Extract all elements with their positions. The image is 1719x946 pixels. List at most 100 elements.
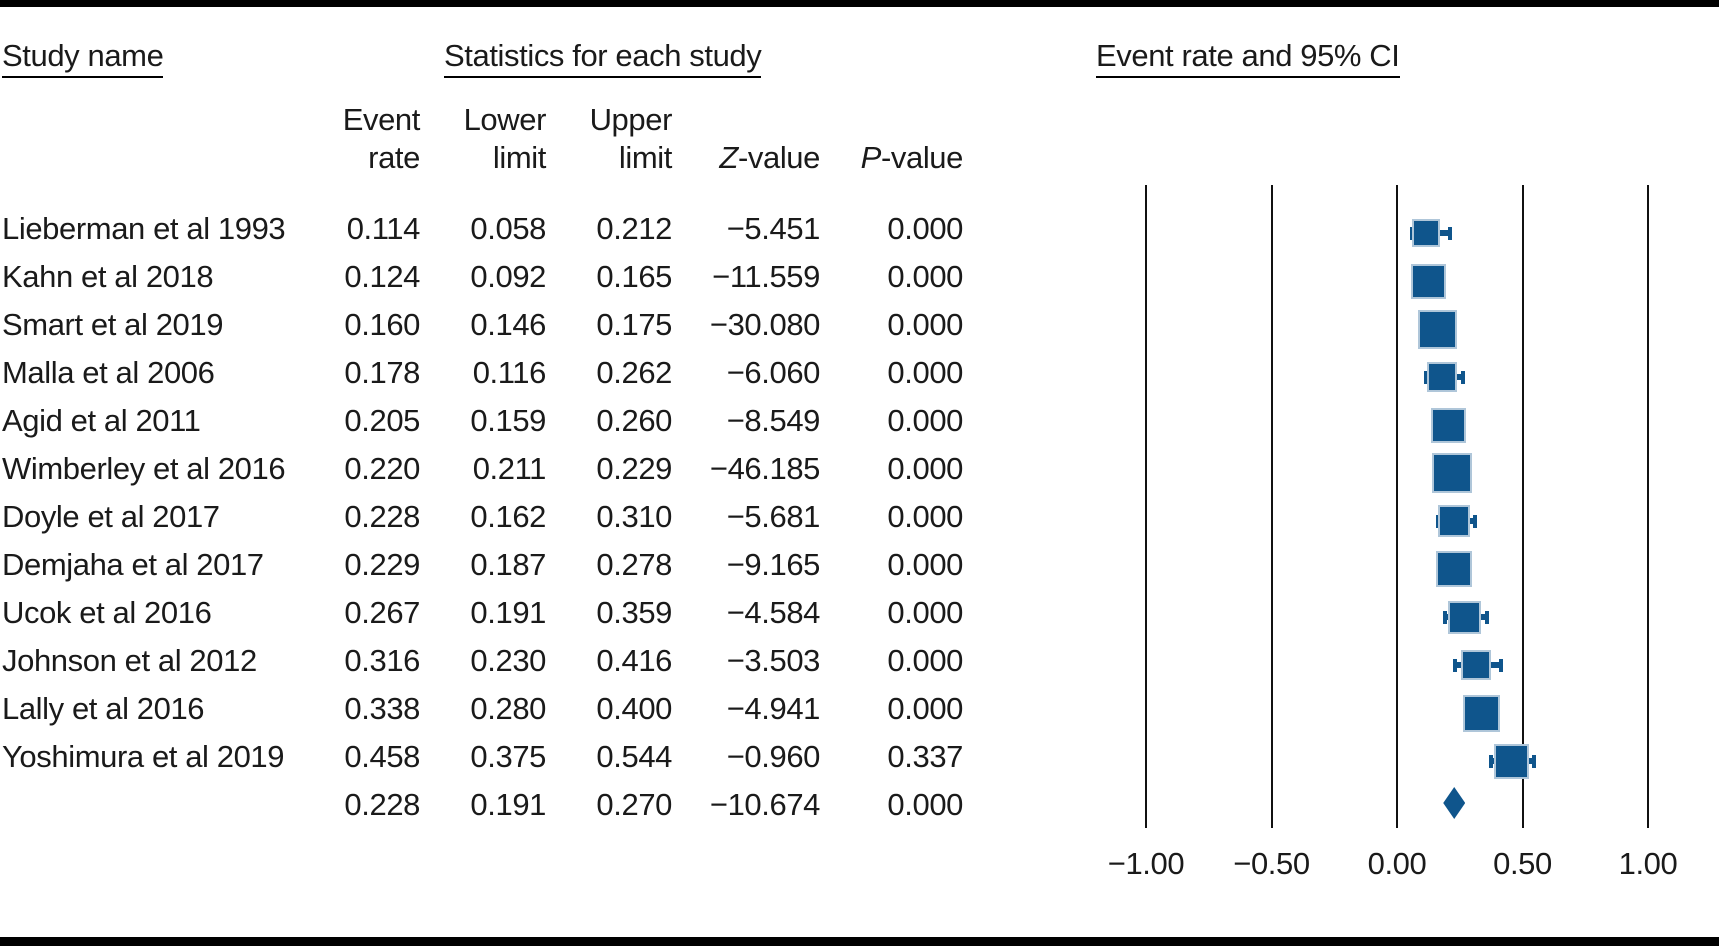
upper-limit-cell: 0.229 xyxy=(596,451,672,486)
stats-header: Statistics for each study xyxy=(444,38,762,78)
p-value-cell: 0.000 xyxy=(887,307,963,342)
upper-limit-cell: 0.400 xyxy=(596,691,672,726)
forest-square-marker xyxy=(1447,600,1481,634)
z-value-cell: −46.185 xyxy=(709,451,821,486)
forest-square-marker xyxy=(1463,694,1501,732)
p-value-cell: 0.000 xyxy=(887,451,963,486)
event-rate-cell: 0.338 xyxy=(344,691,420,726)
event-rate-cell: 0.178 xyxy=(344,355,420,390)
study-name-cell: Lieberman et al 1993 xyxy=(2,211,286,246)
ci-whisker-endcap xyxy=(1452,659,1457,672)
forest-square-marker xyxy=(1438,505,1471,537)
forest-square-marker xyxy=(1411,219,1440,247)
axis-tick-label: 1.00 xyxy=(1618,846,1678,881)
upper-limit-cell: 0.212 xyxy=(596,211,672,246)
study-name-header: Study name xyxy=(2,38,164,78)
top-rule xyxy=(0,0,1719,7)
study-name-cell: Wimberley et al 2016 xyxy=(2,451,286,486)
study-name-cell: Doyle et al 2017 xyxy=(2,499,220,534)
axis-tick-label: −1.00 xyxy=(1107,846,1185,881)
axis-gridline xyxy=(1647,185,1649,828)
z-value-cell: −4.941 xyxy=(726,691,821,726)
z-value-cell: −0.960 xyxy=(726,739,821,774)
z-value-cell: −5.451 xyxy=(726,211,821,246)
p-value-cell: 0.000 xyxy=(887,403,963,438)
upper-limit-cell: 0.359 xyxy=(596,595,672,630)
lower-limit-cell: 0.058 xyxy=(470,211,546,246)
lower-limit-cell: 0.191 xyxy=(470,787,546,822)
column-header-upper-limit-line1: Upper xyxy=(589,102,673,137)
plot-header: Event rate and 95% CI xyxy=(1096,38,1400,78)
z-value-cell: −10.674 xyxy=(709,787,821,822)
lower-limit-cell: 0.280 xyxy=(470,691,546,726)
lower-limit-cell: 0.159 xyxy=(470,403,546,438)
z-value-cell: −6.060 xyxy=(726,355,821,390)
forest-square-marker xyxy=(1410,263,1446,299)
ci-whisker-endcap xyxy=(1424,371,1429,384)
z-value-cell: −30.080 xyxy=(709,307,821,342)
ci-whisker-endcap xyxy=(1460,371,1465,384)
p-value-cell: 0.000 xyxy=(887,787,963,822)
column-header-event-rate-line2: rate xyxy=(368,140,420,175)
axis-gridline xyxy=(1396,185,1398,828)
column-header-upper-limit-line2: limit xyxy=(618,140,673,175)
column-header-p-value: P-value xyxy=(860,140,964,175)
study-name-cell: Malla et al 2006 xyxy=(2,355,215,390)
ci-whisker-endcap xyxy=(1499,659,1504,672)
event-rate-cell: 0.267 xyxy=(344,595,420,630)
z-value-cell: −3.503 xyxy=(726,643,821,678)
event-rate-cell: 0.124 xyxy=(344,259,420,294)
forest-square-marker xyxy=(1430,407,1466,443)
p-value-cell: 0.000 xyxy=(887,499,963,534)
p-value-cell: 0.000 xyxy=(887,643,963,678)
p-value-cell: 0.000 xyxy=(887,691,963,726)
event-rate-cell: 0.458 xyxy=(344,739,420,774)
upper-limit-cell: 0.175 xyxy=(596,307,672,342)
lower-limit-cell: 0.211 xyxy=(472,451,547,486)
column-header-event-rate-line1: Event xyxy=(342,102,421,137)
p-value-cell: 0.337 xyxy=(887,739,963,774)
z-value-cell: −8.549 xyxy=(726,403,821,438)
lower-limit-cell: 0.092 xyxy=(470,259,546,294)
axis-gridline xyxy=(1521,185,1524,828)
forest-square-marker xyxy=(1432,453,1473,493)
lower-limit-cell: 0.146 xyxy=(470,307,546,342)
column-header-z-value: Z-value xyxy=(719,140,820,175)
forest-square-marker xyxy=(1426,362,1457,392)
upper-limit-cell: 0.260 xyxy=(596,403,672,438)
event-rate-cell: 0.160 xyxy=(344,307,420,342)
upper-limit-cell: 0.270 xyxy=(596,787,672,822)
lower-limit-cell: 0.191 xyxy=(470,595,546,630)
lower-limit-cell: 0.375 xyxy=(470,739,546,774)
forest-square-marker xyxy=(1417,309,1457,349)
bottom-rule xyxy=(0,937,1719,946)
event-rate-cell: 0.228 xyxy=(344,787,420,822)
event-rate-cell: 0.316 xyxy=(344,643,420,678)
p-value-cell: 0.000 xyxy=(887,595,963,630)
z-value-cell: −11.559 xyxy=(712,259,820,294)
forest-square-marker xyxy=(1494,743,1530,779)
upper-limit-cell: 0.262 xyxy=(596,355,672,390)
study-name-cell: Yoshimura et al 2019 xyxy=(2,739,285,774)
study-name-cell: Lally et al 2016 xyxy=(2,691,205,726)
ci-whisker-endcap xyxy=(1472,515,1477,528)
p-value-cell: 0.000 xyxy=(887,259,963,294)
study-name-cell: Ucok et al 2016 xyxy=(2,595,212,630)
p-value-cell: 0.000 xyxy=(887,211,963,246)
upper-limit-cell: 0.278 xyxy=(596,547,672,582)
z-value-cell: −9.165 xyxy=(726,547,821,582)
study-name-cell: Demjaha et al 2017 xyxy=(2,547,264,582)
event-rate-cell: 0.114 xyxy=(346,211,421,246)
event-rate-cell: 0.228 xyxy=(344,499,420,534)
lower-limit-cell: 0.116 xyxy=(472,355,547,390)
upper-limit-cell: 0.310 xyxy=(596,499,672,534)
axis-gridline xyxy=(1145,185,1147,828)
lower-limit-cell: 0.187 xyxy=(470,547,546,582)
column-header-lower-limit-line1: Lower xyxy=(463,102,547,137)
lower-limit-cell: 0.162 xyxy=(470,499,546,534)
ci-whisker-endcap xyxy=(1531,755,1536,768)
ci-whisker-endcap xyxy=(1489,755,1494,768)
column-header-lower-limit-line2: limit xyxy=(492,140,547,175)
lower-limit-cell: 0.230 xyxy=(470,643,546,678)
